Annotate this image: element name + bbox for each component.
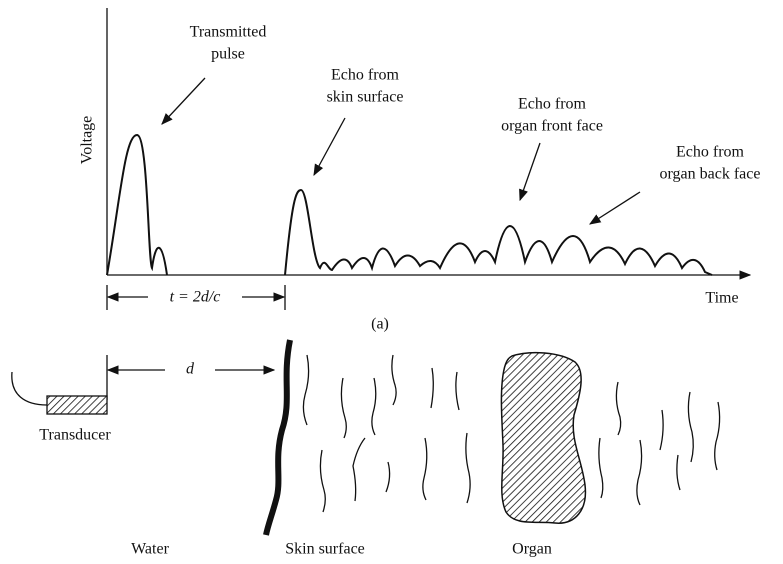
annotation-arrow (313, 117, 346, 177)
annotation-arrow (589, 191, 641, 225)
skin-label: Skin surface (285, 541, 365, 558)
annotation-line: Echo from (676, 144, 745, 161)
annotation-line: organ front face (501, 118, 603, 135)
caption: (a) (371, 316, 389, 333)
annotation-arrow (161, 77, 206, 125)
cable (11, 371, 48, 406)
organ-label: Organ (512, 541, 552, 558)
annotation-line: organ back face (660, 166, 761, 183)
transmitted-pulse (106, 133, 168, 276)
echo-waveform (284, 188, 713, 276)
skin-surface (263, 339, 293, 536)
transducer-label: Transducer (39, 427, 111, 444)
tissue (302, 354, 721, 513)
water-label: Water (131, 541, 169, 558)
annotation-line: Echo from (331, 67, 400, 84)
annotation-arrow (519, 142, 541, 202)
annotation-line: skin surface (327, 89, 404, 106)
y-axis-label: Voltage (79, 116, 96, 165)
time-interval: t = 2d/c (170, 289, 221, 306)
organ (500, 351, 587, 524)
annotation-line: pulse (211, 46, 245, 63)
x-axis-label: Time (705, 290, 738, 307)
annotation-line: Transmitted (190, 24, 267, 41)
annotation-line: Echo from (518, 96, 587, 113)
distance: d (186, 361, 195, 378)
transducer (46, 395, 108, 415)
